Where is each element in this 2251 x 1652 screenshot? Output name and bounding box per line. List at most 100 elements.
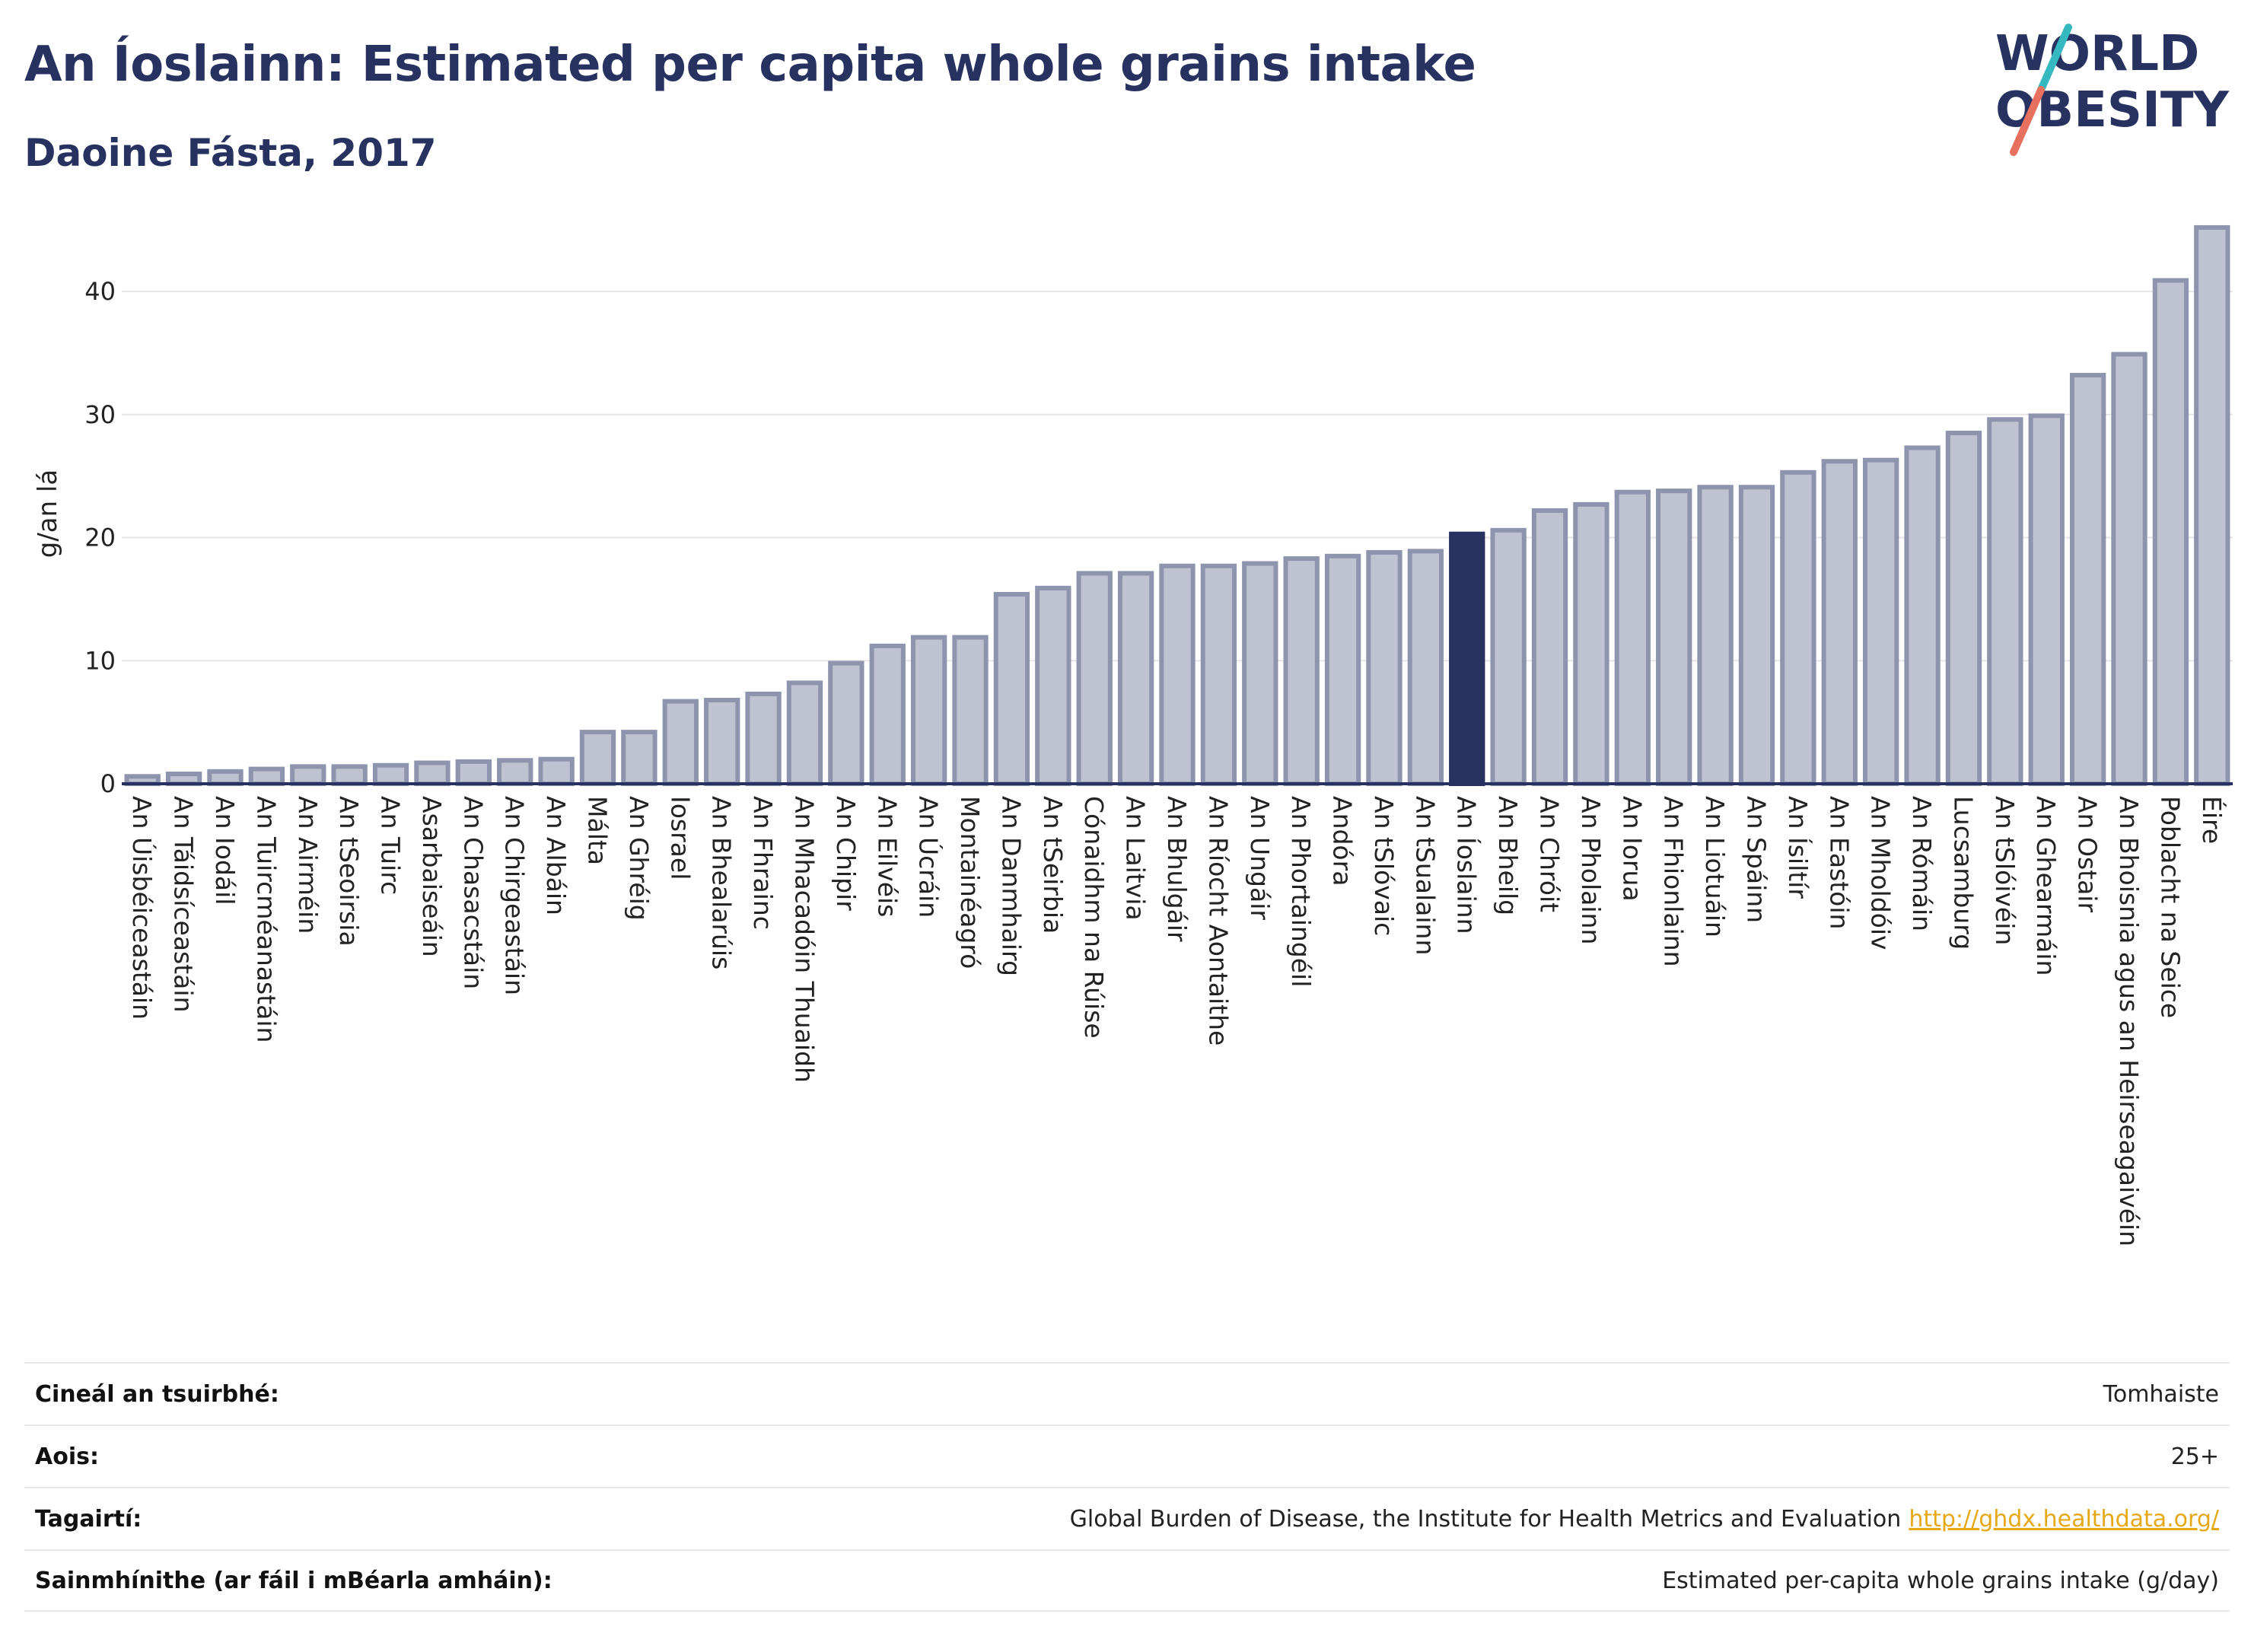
x-tick-label: Cónaidhm na Rúise <box>1079 796 1109 1039</box>
info-value-wrapper: Global Burden of Disease, the Institute … <box>1070 1506 2219 1533</box>
x-tick-label: An Laitvia <box>1121 796 1151 921</box>
info-value: Tomhaiste <box>2103 1380 2219 1408</box>
x-tick-label: Asarbaiseáin <box>417 796 447 957</box>
x-tick-label: An Rómáin <box>1907 796 1937 931</box>
x-tick-label: An Chróit <box>1535 796 1565 912</box>
x-tick-label: An Chipir <box>831 796 861 911</box>
x-tick-labels: An Úisbéiceastáin An Táidsíceastáin An Iod… <box>127 796 2227 1246</box>
bar <box>952 635 989 787</box>
bar <box>1324 553 1361 786</box>
bar <box>1035 585 1071 786</box>
info-row-definitions: Sainmhínithe (ar fáil i mBéarla amháin):… <box>24 1549 2230 1612</box>
info-key: Tagairtí: <box>35 1505 142 1533</box>
x-tick-label: An Bheilg <box>1493 796 1523 915</box>
bar <box>1283 556 1320 786</box>
x-tick-label: An Úcráin <box>914 796 944 918</box>
logo-line-1: WORLD <box>1995 26 2199 82</box>
bar <box>1945 431 1982 786</box>
bar <box>579 730 616 787</box>
bar <box>1780 469 1816 786</box>
y-tick-label: 20 <box>84 524 116 552</box>
x-tick-label: An Ísiltír <box>1783 796 1813 899</box>
bar <box>745 691 782 786</box>
bars <box>124 224 2230 787</box>
reference-link[interactable]: http://ghdx.healthdata.org/ <box>1909 1505 2219 1533</box>
x-tick-label: An Airméin <box>293 796 323 934</box>
x-tick-label: An Iorua <box>1617 796 1647 902</box>
bar <box>1904 445 1941 786</box>
info-row-references: Tagairtí: Global Burden of Disease, the … <box>24 1487 2230 1549</box>
x-tick-label: An Ríocht Aontaithe <box>1203 796 1233 1046</box>
y-tick-label: 30 <box>84 400 116 429</box>
bar <box>621 730 657 787</box>
x-tick-label: An Chasacstáin <box>458 796 488 989</box>
x-tick-label: An tSualainn <box>1410 796 1440 955</box>
bar <box>869 643 906 786</box>
x-tick-label: Montainéagró <box>955 796 985 969</box>
bar <box>2111 352 2148 786</box>
bar <box>1242 561 1278 786</box>
info-value: Estimated per-capita whole grains intake… <box>1662 1567 2219 1594</box>
bar-chart: 0 10 20 30 40 An Úisbéiceastáin An Táidsíceas… <box>33 224 2233 1246</box>
bar <box>207 769 244 787</box>
x-tick-label: An Bhoisnia agus an Heirseagaivéin <box>2114 796 2144 1246</box>
info-row-survey-type: Cineál an tsuirbhé: Tomhaiste <box>24 1362 2230 1424</box>
x-tick-label: An Úisbéiceastáin <box>127 796 158 1020</box>
x-tick-label: Éire <box>2197 796 2227 844</box>
bar <box>1862 457 1899 786</box>
x-tick-label: An Tuirc <box>376 796 406 895</box>
x-tick-label: Andóra <box>1328 796 1358 886</box>
bar <box>2152 278 2189 787</box>
bar <box>1117 571 1154 786</box>
x-tick-label: An Táidsíceastáin <box>169 796 199 1012</box>
chart-subtitle: Daoine Fásta, 2017 <box>24 131 437 175</box>
bar <box>704 698 740 786</box>
chart-title: An Íoslainn: Estimated per capita whole … <box>24 37 1476 93</box>
bar <box>1076 571 1113 786</box>
bar <box>248 766 285 787</box>
y-axis-label: g/an lá <box>33 469 63 559</box>
x-tick-label: An Bhulgáir <box>1162 796 1192 942</box>
bar <box>1987 417 2023 787</box>
bar <box>910 635 947 787</box>
x-tick-label: An Ostair <box>2073 796 2103 912</box>
y-tick-label: 10 <box>84 646 116 675</box>
x-tick-label: An tSlóivéin <box>1990 796 2020 945</box>
info-table: Cineál an tsuirbhé: Tomhaiste Aois: 25+ … <box>24 1362 2230 1612</box>
x-tick-label: An Liotuáin <box>1700 796 1730 937</box>
info-value: Global Burden of Disease, the Institute … <box>1069 1505 1902 1533</box>
bar <box>1656 489 1692 786</box>
x-tick-label: An Ghearmáin <box>2031 796 2061 976</box>
bar <box>2069 373 2106 787</box>
world-obesity-logo: WORLD OBESITY <box>1995 24 2229 156</box>
x-tick-label: An Mholdóiv <box>1866 796 1896 950</box>
info-value: 25+ <box>2170 1443 2219 1470</box>
logo-slash-teal <box>2037 24 2072 94</box>
bar-highlighted <box>1449 531 1485 786</box>
x-tick-label: An Phortaingéil <box>1286 796 1316 987</box>
x-tick-label: An Chirgeastáin <box>500 796 530 995</box>
bar <box>1490 527 1527 786</box>
x-tick-label: An Albáin <box>541 796 571 915</box>
x-tick-label: An Danmhairg <box>996 796 1026 976</box>
x-tick-label: An Eastóin <box>1824 796 1854 929</box>
x-tick-label: An Tuircméanastáin <box>251 796 281 1042</box>
bar <box>497 758 533 787</box>
bar <box>1573 501 1609 786</box>
bar <box>1821 459 1858 786</box>
bar <box>2194 224 2230 786</box>
axes: 0 10 20 30 40 <box>84 277 2233 798</box>
bar <box>786 680 823 786</box>
x-tick-label: An Spáinn <box>1741 796 1771 923</box>
x-tick-label: An Ghréig <box>624 796 654 921</box>
info-key: Cineál an tsuirbhé: <box>35 1380 279 1408</box>
x-tick-label: An Iodáil <box>210 796 240 905</box>
bar <box>1697 485 1734 786</box>
bar <box>1159 563 1196 786</box>
bar <box>1366 549 1402 786</box>
bar <box>993 591 1030 787</box>
info-key: Sainmhínithe (ar fáil i mBéarla amháin): <box>35 1567 552 1594</box>
bar <box>2028 413 2065 787</box>
info-row-age: Aois: 25+ <box>24 1424 2230 1487</box>
x-tick-label: An Ungáir <box>1245 796 1275 920</box>
